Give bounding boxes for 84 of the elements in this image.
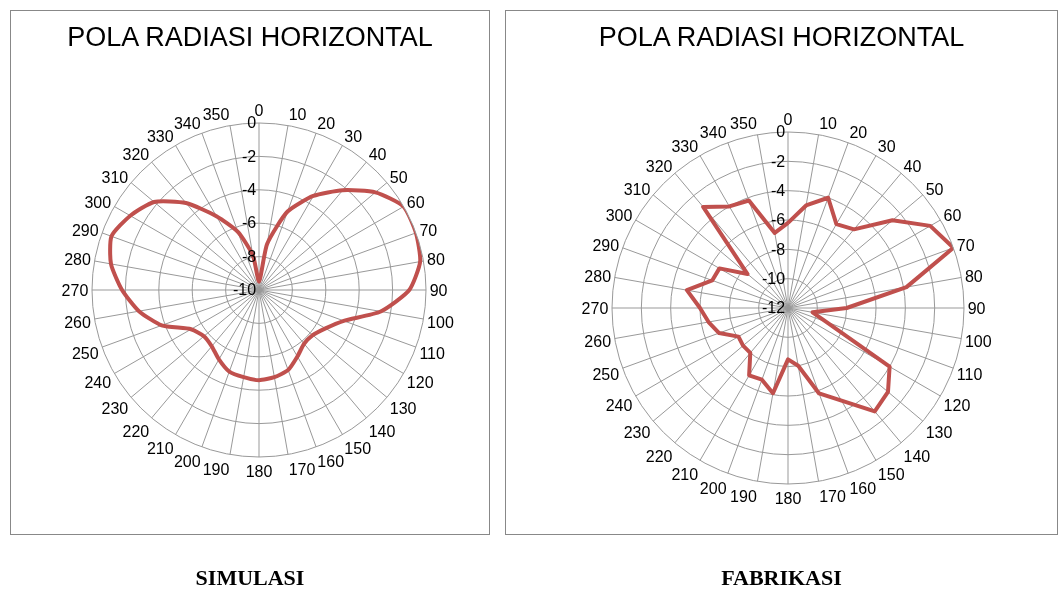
y-tick-label: -4 <box>770 181 786 199</box>
y-tick-label: -2 <box>770 152 786 170</box>
spoke-label: 210 <box>671 466 699 484</box>
y-tick-label: -10 <box>232 281 257 299</box>
spoke-label: 310 <box>101 168 129 186</box>
spoke-label: 20 <box>849 124 868 142</box>
spoke-label: 240 <box>84 374 112 392</box>
spoke-label: 100 <box>964 333 992 351</box>
spoke-label: 330 <box>146 128 174 146</box>
spoke-label: 340 <box>173 114 201 132</box>
spoke-label: 280 <box>584 267 612 285</box>
text: FABRIKASI <box>720 565 843 591</box>
spoke-label: 300 <box>84 193 112 211</box>
spoke-label: 60 <box>406 193 425 211</box>
spoke-label: 290 <box>71 221 99 239</box>
spoke-label: 10 <box>819 114 838 132</box>
spoke-label: 300 <box>605 207 633 225</box>
spoke-label: 50 <box>925 180 944 198</box>
spoke-label: 90 <box>967 299 986 317</box>
spoke-label: 200 <box>173 453 201 471</box>
spoke-label: 160 <box>317 453 345 471</box>
spoke-label: 90 <box>429 281 448 299</box>
spoke-label: 80 <box>427 251 446 269</box>
spoke-label: 40 <box>368 146 387 164</box>
y-tick-label: -6 <box>241 214 257 232</box>
spoke-label: 170 <box>288 460 316 478</box>
spoke-label: 30 <box>344 128 363 146</box>
spoke-label: 260 <box>64 313 91 331</box>
spoke-label: 120 <box>406 374 434 392</box>
spoke-label: 210 <box>146 440 174 458</box>
spoke-label: 220 <box>122 422 150 440</box>
y-tick-label: -6 <box>770 211 786 229</box>
spoke-label: 10 <box>288 105 307 123</box>
spoke-label: 180 <box>245 462 273 480</box>
spoke-label: 190 <box>202 460 230 478</box>
y-tick-label: -12 <box>761 299 786 317</box>
y-tick-label: -10 <box>761 269 786 287</box>
spoke-label: 200 <box>699 479 727 497</box>
y-tick-label: -4 <box>241 181 257 198</box>
spoke-label: 340 <box>699 124 727 142</box>
spoke-label: 230 <box>101 400 129 418</box>
spoke-label: 110 <box>419 345 446 363</box>
spoke-label: 50 <box>389 168 408 186</box>
spoke-label: 270 <box>581 299 609 317</box>
spoke-label: 190 <box>730 487 757 505</box>
spoke-label: 330 <box>671 138 699 156</box>
spoke-label: 100 <box>427 313 454 331</box>
spoke-label: 130 <box>925 424 953 442</box>
spoke-label: 120 <box>943 396 971 414</box>
spoke-label: 270 <box>61 281 89 299</box>
y-tick-label: -2 <box>241 147 257 165</box>
spoke-label: 250 <box>71 345 99 363</box>
spoke-label: 140 <box>368 422 396 440</box>
chart-title: POLA RADIASI HORIZONTAL <box>598 21 965 52</box>
spoke-label: 80 <box>964 267 983 285</box>
spoke-label: 180 <box>774 489 802 507</box>
spoke-label: 130 <box>389 400 417 418</box>
spoke-label: 110 <box>956 366 983 384</box>
spoke-label: 160 <box>849 479 877 497</box>
spoke-label: 20 <box>317 114 336 132</box>
spoke-label: 70 <box>956 236 975 254</box>
spoke-label: 140 <box>903 447 931 465</box>
spoke-label: 30 <box>877 138 896 156</box>
spoke-label: 230 <box>623 424 651 442</box>
spoke-label: 220 <box>645 447 673 465</box>
spoke-label: 320 <box>645 157 673 175</box>
spoke-label: 150 <box>344 440 372 458</box>
spoke-label: 60 <box>943 207 962 225</box>
text: SIMULASI <box>194 565 306 591</box>
y-tick-label: -8 <box>770 240 786 258</box>
spoke-label: 320 <box>122 146 150 164</box>
spoke-label: 70 <box>419 221 438 239</box>
spoke-label: 350 <box>202 105 230 123</box>
spoke-label: 350 <box>730 114 757 132</box>
spoke-label: 250 <box>592 366 620 384</box>
chart-title: POLA RADIASI HORIZONTAL <box>67 21 433 52</box>
spoke-label: 40 <box>903 157 922 175</box>
spoke-label: 310 <box>623 180 651 198</box>
spoke-label: 170 <box>819 487 846 505</box>
spoke-label: 150 <box>877 466 905 484</box>
spoke-label: 240 <box>605 396 633 414</box>
spoke-label: 290 <box>592 236 620 254</box>
spoke-label: 280 <box>64 251 91 269</box>
spoke-label: 260 <box>584 333 612 351</box>
